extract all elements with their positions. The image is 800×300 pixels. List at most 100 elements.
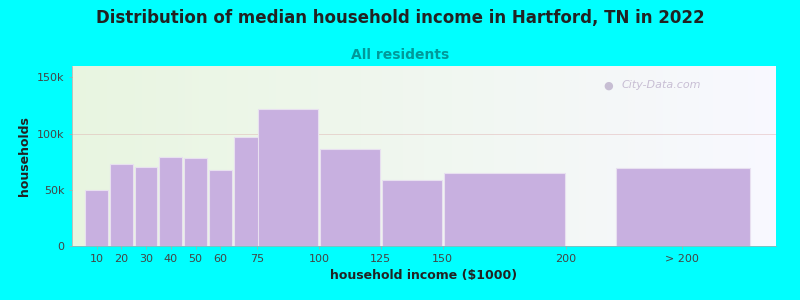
Bar [558,66,565,246]
Bar [593,66,600,246]
Bar [382,66,389,246]
Bar [663,66,670,246]
Bar [361,66,368,246]
Bar [614,66,621,246]
Bar [452,66,459,246]
Bar [326,66,333,246]
Bar [258,109,318,246]
Bar [248,66,255,246]
Bar [304,66,311,246]
Bar [635,66,642,246]
Bar [678,66,685,246]
Bar [134,167,158,246]
Bar [192,66,198,246]
Bar [276,66,283,246]
Bar [445,66,452,246]
Bar [178,66,185,246]
Bar [734,66,741,246]
Bar [220,66,227,246]
Bar [122,66,128,246]
Bar [107,66,114,246]
Bar [502,66,509,246]
Bar [185,66,192,246]
Bar [128,66,135,246]
Text: All residents: All residents [351,48,449,62]
Bar [209,169,231,246]
Bar [339,66,346,246]
Bar [487,66,494,246]
Bar [617,168,750,246]
Bar [438,66,445,246]
Bar [600,66,607,246]
Bar [198,66,206,246]
Bar [726,66,734,246]
Bar [720,66,726,246]
Bar [298,66,304,246]
Bar [283,66,290,246]
Bar [93,66,100,246]
Bar [480,66,487,246]
Bar [114,66,122,246]
Bar [410,66,417,246]
Bar [741,66,748,246]
Bar [241,66,248,246]
Bar [530,66,537,246]
Bar [748,66,755,246]
Bar [417,66,424,246]
Bar [311,66,318,246]
Bar [403,66,410,246]
Bar [509,66,515,246]
Bar [346,66,354,246]
Bar [586,66,593,246]
Bar [579,66,586,246]
Bar [572,66,579,246]
Bar [374,66,382,246]
Bar [163,66,170,246]
Bar [72,66,79,246]
Bar [318,66,326,246]
Bar [290,66,298,246]
Bar [494,66,502,246]
Bar [262,66,269,246]
Bar [184,158,207,246]
Bar [79,66,86,246]
Bar [150,66,157,246]
Bar [762,66,769,246]
Text: ●: ● [603,80,614,90]
Bar [537,66,544,246]
Bar [135,66,142,246]
Bar [544,66,550,246]
Text: Distribution of median household income in Hartford, TN in 2022: Distribution of median household income … [96,9,704,27]
Bar [474,66,480,246]
Bar [431,66,438,246]
Bar [234,137,269,246]
Bar [354,66,361,246]
Bar [713,66,720,246]
Bar [110,164,133,246]
Bar [142,66,150,246]
Bar [522,66,530,246]
Bar [607,66,614,246]
Bar [706,66,713,246]
Bar [86,190,108,246]
Bar [628,66,635,246]
Text: City-Data.com: City-Data.com [621,80,701,90]
Bar [86,66,93,246]
Bar [459,66,466,246]
Bar [333,66,339,246]
Bar [213,66,220,246]
Bar [621,66,628,246]
Y-axis label: households: households [18,116,31,196]
Bar [206,66,213,246]
Bar [255,66,262,246]
Bar [642,66,650,246]
Bar [466,66,474,246]
Bar [670,66,678,246]
Bar [565,66,572,246]
Bar [170,66,178,246]
Bar [650,66,656,246]
Bar [234,66,241,246]
Bar [382,180,442,246]
Bar [698,66,706,246]
Bar [656,66,663,246]
